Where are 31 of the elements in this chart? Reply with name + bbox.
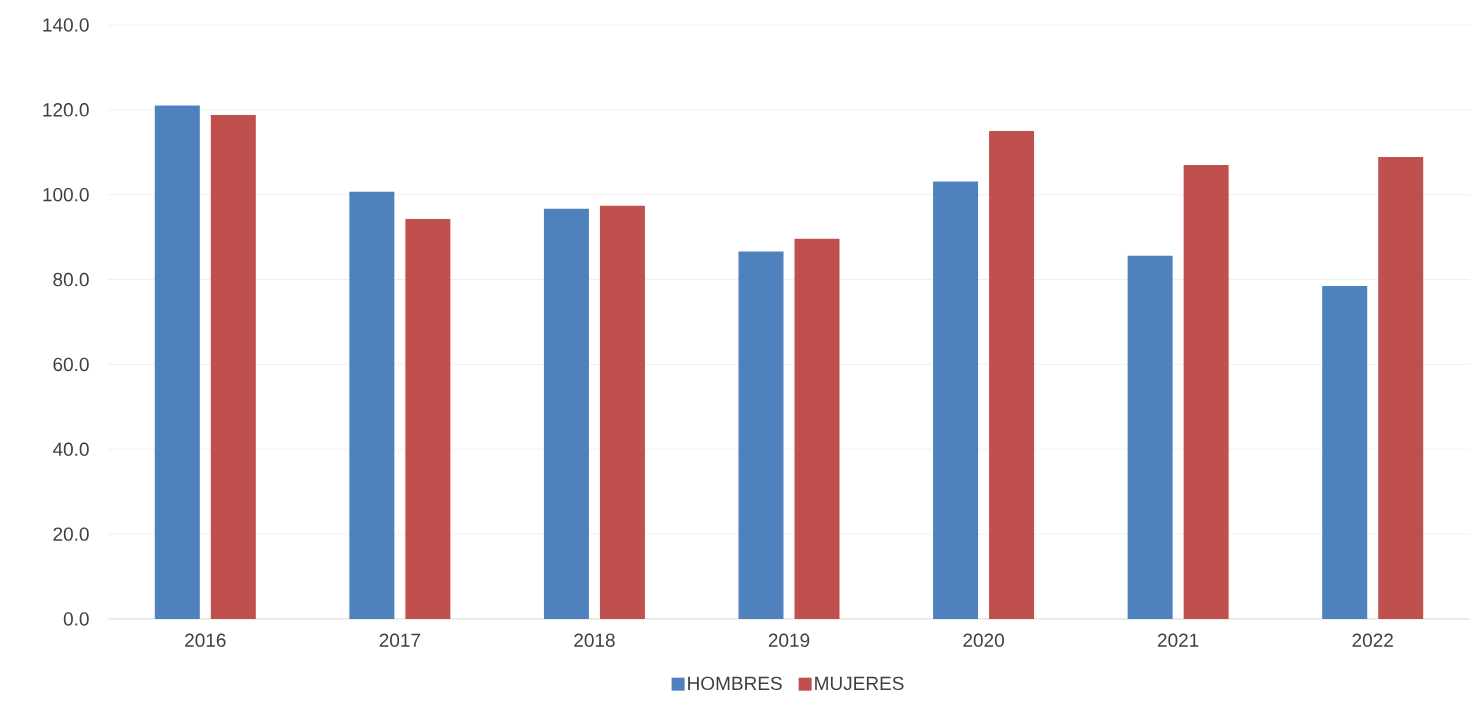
x-tick-label: 2020 (963, 633, 1004, 647)
y-tick-label: 80.0 (53, 272, 89, 287)
bar (405, 218, 451, 619)
bar (1378, 156, 1424, 619)
y-tick-label: 0.0 (63, 612, 89, 626)
legend-label: HOMBRES (688, 676, 782, 691)
y-tick-label: 20.0 (53, 527, 89, 541)
x-tick-label: 2019 (768, 633, 810, 647)
y-tick-label: 140.0 (43, 18, 89, 32)
x-tick-label: 2021 (1157, 633, 1199, 647)
bar (933, 181, 979, 619)
bar (1127, 255, 1173, 619)
bar (210, 114, 256, 619)
bar (989, 131, 1035, 619)
y-tick-label: 100.0 (43, 187, 89, 202)
bar (154, 105, 200, 619)
x-tick-label: 2016 (185, 633, 226, 647)
x-tick-label: 2017 (379, 633, 421, 647)
bar (543, 208, 589, 619)
y-tick-label: 40.0 (52, 442, 89, 456)
x-tick-label: 2018 (574, 633, 615, 647)
bar (1183, 165, 1229, 619)
x-tick-label: 2022 (1352, 633, 1393, 647)
y-tick-label: 60.0 (53, 357, 89, 372)
legend-label: MUJERES (815, 676, 904, 691)
bar (738, 251, 784, 619)
bar (1322, 285, 1368, 619)
bar (599, 205, 645, 619)
bar (794, 238, 840, 619)
bar (349, 191, 395, 619)
y-tick-label: 120.0 (43, 103, 89, 117)
